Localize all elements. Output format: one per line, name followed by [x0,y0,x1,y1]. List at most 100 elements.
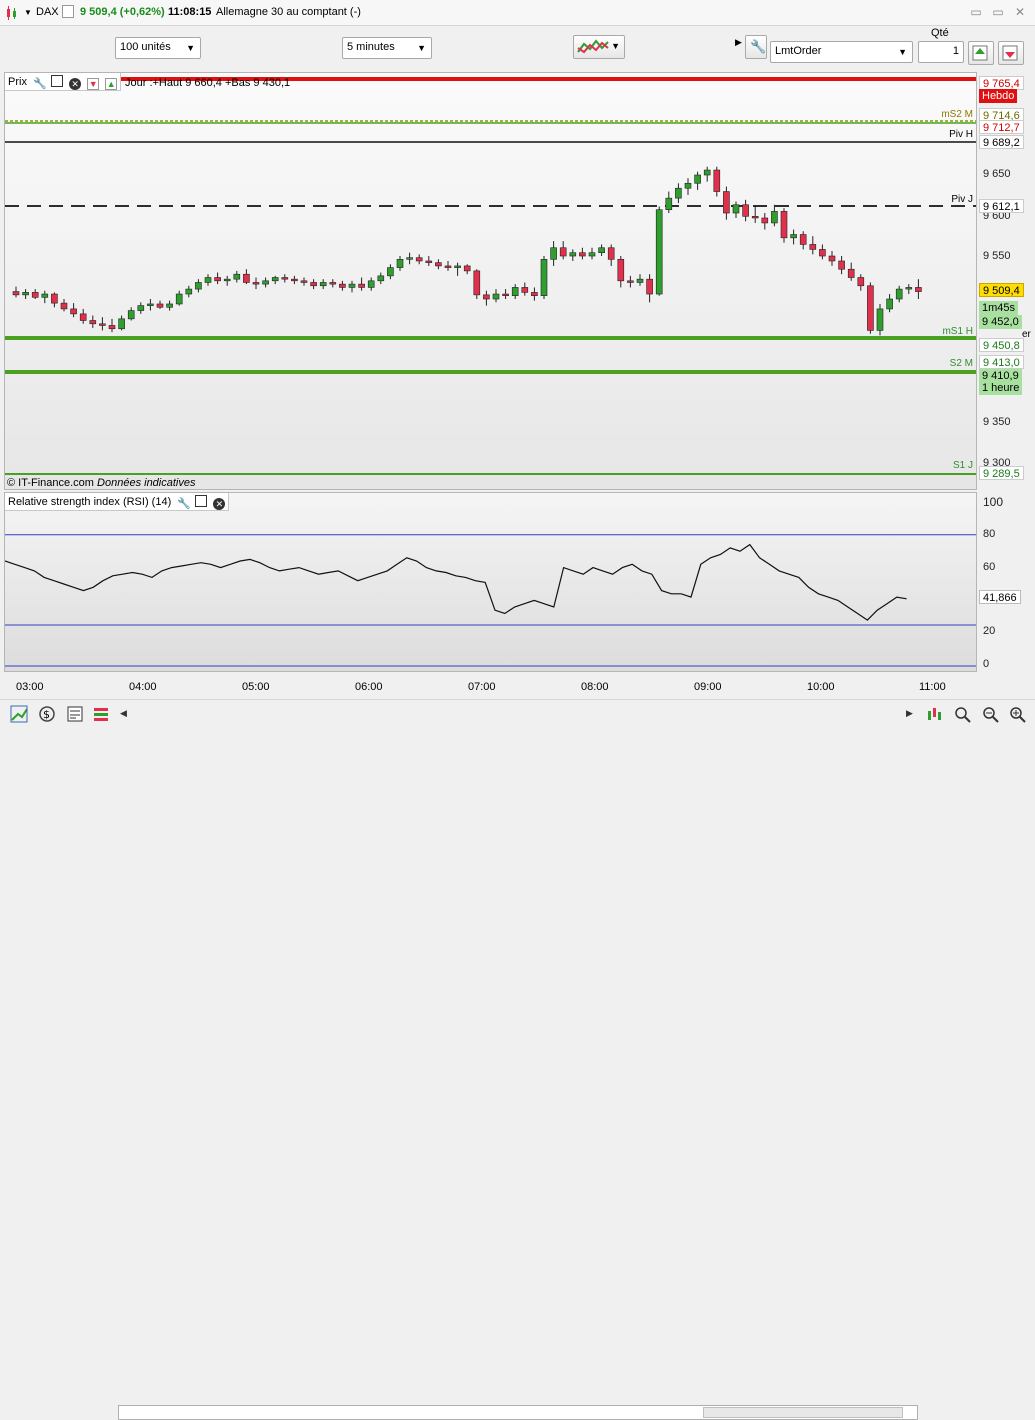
interval-select[interactable]: 5 minutes ▼ [342,37,432,59]
candle-body[interactable] [867,285,874,331]
candle-body[interactable] [751,216,759,219]
candle-body[interactable] [60,302,68,310]
candle-body[interactable] [550,247,557,260]
candle-body[interactable] [713,169,721,192]
candle-body[interactable] [118,318,125,330]
candle-body[interactable] [31,292,39,298]
candle-body[interactable] [79,313,87,321]
candle-body[interactable] [723,191,730,214]
candle-body[interactable] [463,265,471,272]
zoom-in-icon[interactable] [1008,705,1026,723]
quantity-input[interactable]: 1 [918,41,964,63]
zoom-out-icon[interactable] [981,705,999,723]
candle-body[interactable] [492,293,500,300]
report-icon[interactable] [66,705,84,723]
candle-body[interactable] [166,303,173,308]
candle-body[interactable] [502,293,509,296]
candle-body[interactable] [559,247,567,257]
candle-body[interactable] [828,255,836,262]
candle-body[interactable] [511,287,519,296]
candle-body[interactable] [22,292,29,296]
candle-body[interactable] [415,257,423,262]
candle-body[interactable] [300,280,308,283]
candle-body[interactable] [838,260,845,270]
auto-scroll-icon[interactable] [925,705,943,723]
buy-order-button[interactable] [968,41,994,65]
candle-body[interactable] [329,282,337,285]
candle-body[interactable] [540,259,548,296]
indicators-icon[interactable] [92,705,110,723]
dollar-settings-icon[interactable]: $ [38,705,56,723]
candle-body[interactable] [847,268,855,278]
candle-body[interactable] [483,294,490,300]
candle-body[interactable] [233,273,241,280]
candle-body[interactable] [175,293,183,305]
candle-body[interactable] [243,273,250,283]
rsi-plot[interactable] [5,493,976,671]
candle-body[interactable] [444,265,452,268]
candle-body[interactable] [915,287,922,292]
candle-body[interactable] [291,278,298,282]
candle-body[interactable] [531,292,538,296]
units-select[interactable]: 100 unités ▼ [115,37,201,59]
maximize-icon[interactable]: ▭ [992,5,1004,19]
candle-body[interactable] [646,278,653,295]
minimize-icon[interactable]: ▭ [970,5,982,19]
candle-body[interactable] [876,308,884,331]
candle-body[interactable] [435,262,442,267]
candle-body[interactable] [12,291,20,296]
candle-body[interactable] [387,267,394,277]
expand-arrow-icon[interactable]: ▶ [735,37,742,47]
candle-body[interactable] [51,293,58,304]
candle-body[interactable] [252,282,260,285]
candle-body[interactable] [99,323,106,326]
candle-body[interactable] [223,278,231,282]
candle-body[interactable] [204,277,212,283]
candle-body[interactable] [636,278,644,283]
candle-body[interactable] [684,182,692,189]
candle-body[interactable] [195,282,202,290]
candle-body[interactable] [655,209,663,295]
candle-body[interactable] [598,247,605,254]
trend-arrow-icon[interactable] [10,705,28,723]
candle-body[interactable] [809,244,817,250]
candle-body[interactable] [358,283,365,288]
candle-body[interactable] [425,260,433,263]
candle-body[interactable] [339,283,346,288]
candle-body[interactable] [761,217,769,224]
candle-body[interactable] [905,287,913,290]
scroll-left-icon[interactable]: ◀ [120,708,127,718]
wrench-icon[interactable]: 🔧 [33,78,47,90]
up-arrow-icon[interactable]: ▲ [105,78,118,90]
candle-body[interactable] [886,298,893,310]
down-arrow-icon[interactable]: ▼ [87,78,100,90]
candle-body[interactable] [521,287,529,293]
candle-body[interactable] [569,252,577,257]
price-plot[interactable] [5,73,976,489]
candle-body[interactable] [310,282,317,287]
candle-body[interactable] [89,320,97,325]
candle-body[interactable] [588,252,596,257]
rsi-line[interactable] [5,543,907,621]
candle-body[interactable] [367,280,375,288]
candle-body[interactable] [454,265,461,268]
close-icon[interactable]: ✕ [1014,5,1026,19]
candle-body[interactable] [41,293,49,298]
candle-body[interactable] [396,259,404,268]
candle-body[interactable] [895,288,903,300]
symbol-label[interactable]: DAX [36,6,59,18]
info-icon[interactable] [62,5,74,18]
wrench-button[interactable]: 🔧 [745,35,767,59]
close-circle-icon[interactable]: ✕ [69,78,82,90]
price-chart[interactable]: Prix 🔧 ✕ ▼ ▲ Jour :+Haut 9 660,4 +Bas 9 … [4,72,977,490]
zoom-fit-icon[interactable] [953,705,971,723]
candle-body[interactable] [271,277,279,282]
candle-body[interactable] [607,247,615,260]
symbol-dropdown-arrow[interactable]: ▼ [24,8,32,17]
candle-body[interactable] [127,310,135,320]
candle-body[interactable] [790,234,797,239]
candle-body[interactable] [281,277,289,280]
candle-body[interactable] [675,187,682,199]
candle-body[interactable] [780,211,788,239]
chart-type-button[interactable]: ▼ [573,35,625,59]
